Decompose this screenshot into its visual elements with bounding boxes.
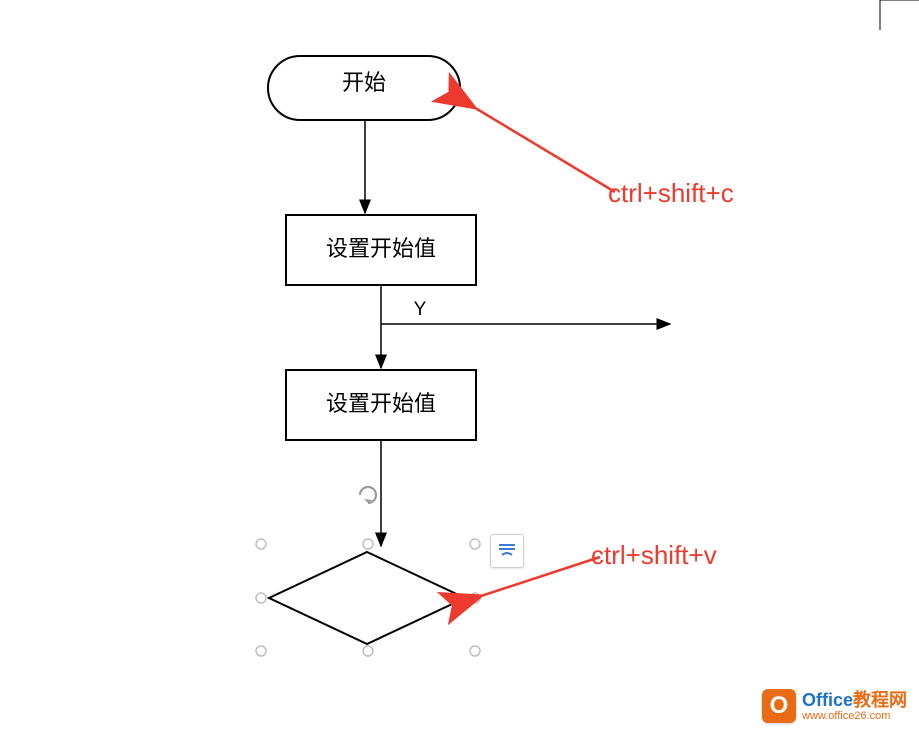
handle-w[interactable] xyxy=(256,593,266,603)
flowchart-svg xyxy=(0,0,919,731)
node-start xyxy=(268,56,460,120)
handle-nw[interactable] xyxy=(256,539,266,549)
node-process-1 xyxy=(286,215,476,285)
watermark-url: www.office26.com xyxy=(802,711,907,722)
handle-s[interactable] xyxy=(363,646,373,656)
rotate-handle[interactable] xyxy=(360,487,376,503)
handle-sw[interactable] xyxy=(256,646,266,656)
node-decision[interactable] xyxy=(269,552,465,644)
annotation-arrow-1 xyxy=(472,106,615,192)
layout-options-icon xyxy=(498,542,516,560)
diagram-canvas: 开始 设置开始值 设置开始值 Y ctrl+shift+c ctrl+shift… xyxy=(0,0,919,731)
handle-n[interactable] xyxy=(363,539,373,549)
watermark-title-en: Office xyxy=(802,690,853,710)
annotation-copy: ctrl+shift+c xyxy=(608,178,734,209)
watermark-icon-letter: O xyxy=(770,692,789,720)
handle-se[interactable] xyxy=(470,646,480,656)
layout-options-button[interactable] xyxy=(490,534,524,568)
watermark-icon: O xyxy=(762,689,796,723)
selection-handles[interactable] xyxy=(256,539,480,656)
annotation-paste: ctrl+shift+v xyxy=(591,540,717,571)
watermark-title-cn: 教程网 xyxy=(853,690,907,710)
watermark: O Office教程网 www.office26.com xyxy=(762,689,907,723)
watermark-title: Office教程网 xyxy=(802,691,907,709)
handle-ne[interactable] xyxy=(470,539,480,549)
node-process-2 xyxy=(286,370,476,440)
